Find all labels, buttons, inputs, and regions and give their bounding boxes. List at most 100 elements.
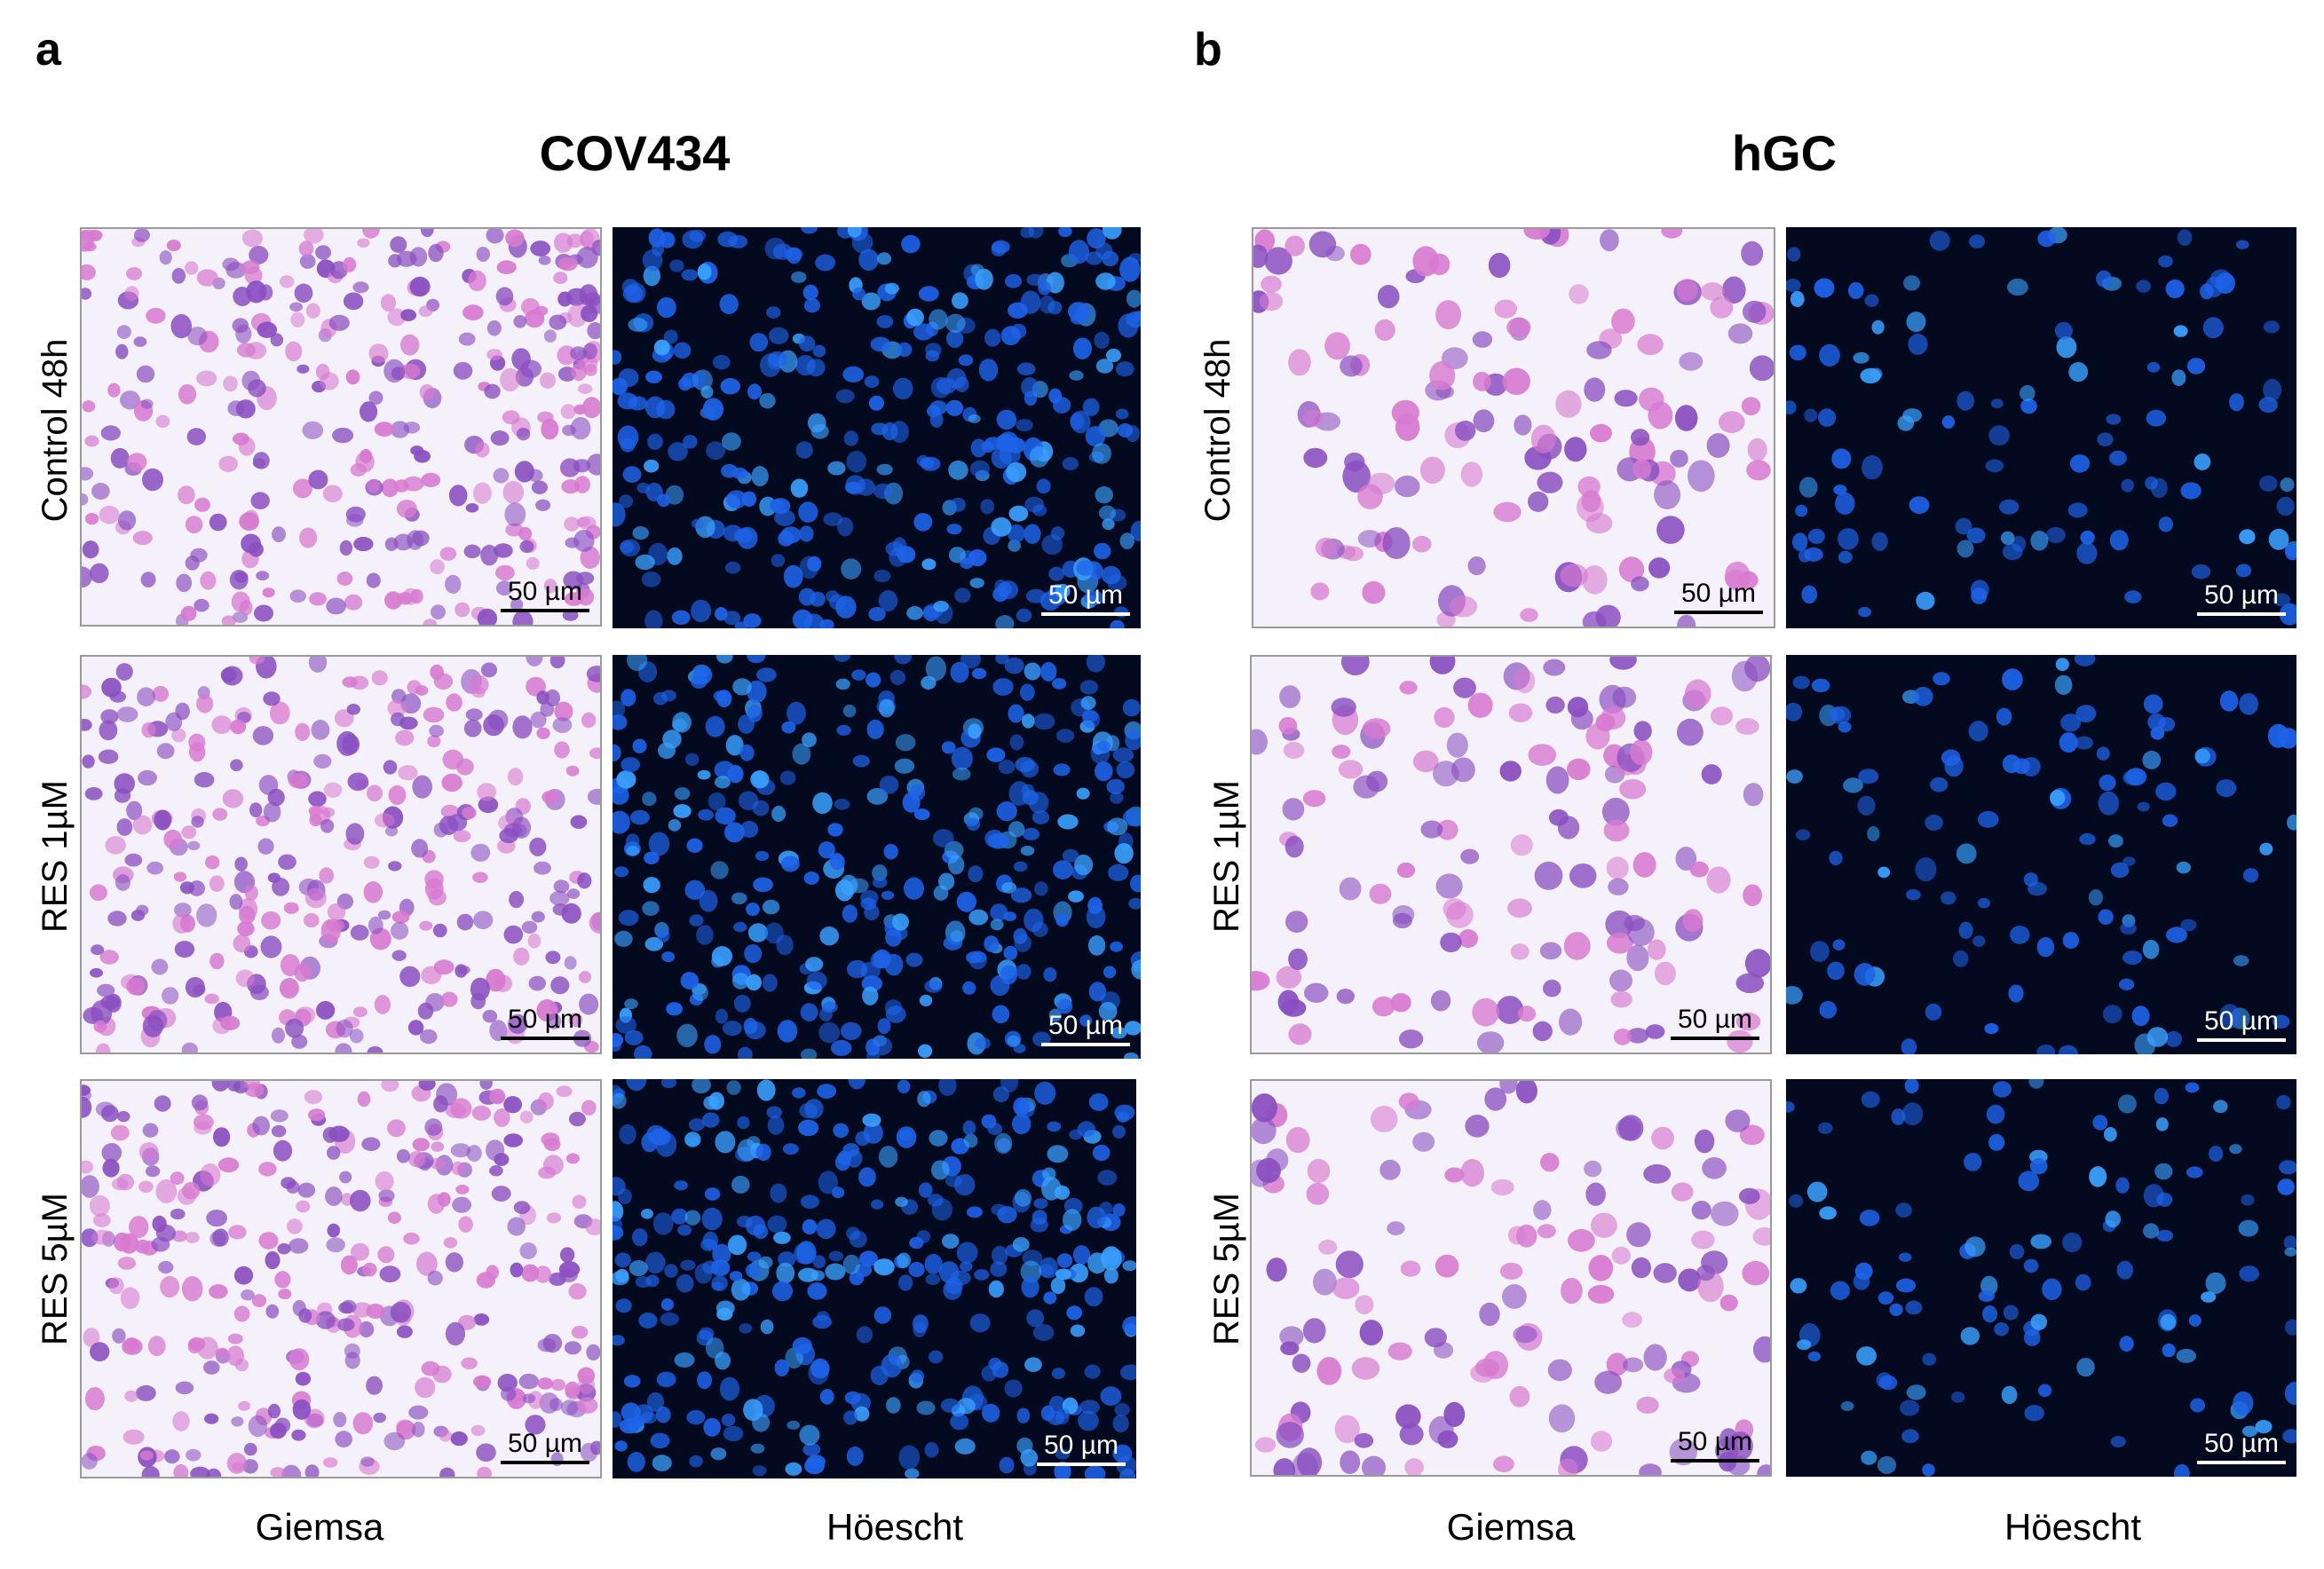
cell-nucleus (1068, 890, 1084, 903)
cell-nucleus (222, 789, 244, 808)
cell-nucleus (1032, 1324, 1055, 1341)
cell-nucleus (1631, 576, 1649, 592)
cell-nucleus (895, 1196, 908, 1208)
cell-nucleus (123, 1429, 145, 1445)
cell-nucleus (2146, 361, 2161, 373)
cell-nucleus (479, 1081, 493, 1090)
cell-nucleus (374, 813, 395, 828)
cell-nucleus (576, 516, 590, 527)
cell-nucleus (1906, 889, 1921, 901)
cell-nucleus (2118, 1094, 2137, 1114)
cell-nucleus (1095, 272, 1116, 290)
cell-nucleus (1095, 486, 1113, 504)
cell-nucleus (297, 1182, 316, 1198)
cell-nucleus (391, 911, 410, 924)
cell-nucleus (82, 1084, 91, 1096)
cell-nucleus (279, 978, 299, 999)
cell-nucleus (721, 463, 739, 478)
cell-nucleus (525, 1415, 546, 1435)
cell-nucleus (1004, 657, 1024, 674)
cell-nucleus (1488, 252, 1511, 279)
cell-nucleus (1727, 1029, 1753, 1053)
cell-nucleus (1355, 1295, 1374, 1315)
cell-nucleus (1499, 761, 1522, 782)
cell-nucleus (968, 807, 984, 821)
cell-nucleus (107, 382, 121, 398)
cell-nucleus (1861, 1091, 1880, 1108)
cell-nucleus (499, 828, 518, 844)
cell-nucleus (736, 1215, 753, 1228)
cell-nucleus (801, 227, 818, 234)
cell-nucleus (1817, 408, 1837, 427)
cell-nucleus (212, 1017, 232, 1035)
cell-nucleus (613, 810, 630, 834)
scale-bar-label: 50 µm (508, 1005, 582, 1034)
cell-nucleus (746, 903, 760, 917)
cell-nucleus (579, 284, 598, 306)
cell-nucleus (178, 384, 197, 405)
cell-nucleus (439, 816, 459, 835)
cell-nucleus (699, 889, 718, 912)
cell-nucleus (2241, 1194, 2255, 1206)
cell-nucleus (238, 437, 256, 456)
cell-nucleus (476, 1272, 496, 1289)
cell-nucleus (1066, 1305, 1083, 1321)
cell-nucleus (112, 1328, 126, 1344)
cell-nucleus (407, 1020, 424, 1036)
cell-nucleus (424, 870, 444, 889)
cell-nucleus (513, 947, 530, 966)
cell-nucleus (1639, 1463, 1662, 1475)
cell-nucleus (738, 1046, 753, 1059)
cell-nucleus (411, 1422, 425, 1438)
panel-letter-b: b (1194, 24, 1222, 75)
cell-nucleus (1560, 564, 1589, 587)
giemsa-image-hgc-res1: 50 µm (1250, 655, 1772, 1054)
cell-nucleus (82, 684, 91, 699)
cell-nucleus (902, 792, 921, 813)
cell-nucleus (1829, 850, 1843, 866)
cell-nucleus (421, 472, 441, 487)
cell-nucleus (589, 911, 600, 934)
cell-nucleus (918, 1044, 933, 1058)
cell-nucleus (243, 1442, 257, 1456)
cell-nucleus (480, 544, 499, 566)
cell-nucleus (614, 866, 629, 878)
cell-nucleus (759, 393, 776, 409)
cell-nucleus (92, 1213, 111, 1227)
cell-nucleus (948, 460, 968, 480)
cell-nucleus (582, 343, 597, 359)
cell-nucleus (1332, 745, 1351, 759)
cell-nucleus (277, 1242, 291, 1255)
cell-nucleus (536, 690, 549, 705)
cell-nucleus (745, 1263, 761, 1278)
cell-nucleus (1470, 1363, 1496, 1383)
cell-nucleus (200, 571, 217, 590)
cell-nucleus (1130, 874, 1141, 893)
cell-nucleus (924, 1442, 939, 1458)
cell-nucleus (726, 1080, 741, 1095)
cell-nucleus (573, 529, 595, 552)
cell-nucleus (391, 950, 407, 961)
cell-nucleus (1559, 1008, 1583, 1036)
cell-nucleus (849, 1270, 865, 1286)
cell-nucleus (613, 1033, 624, 1047)
cell-nucleus (114, 773, 135, 794)
cell-nucleus (2143, 1223, 2160, 1239)
cell-nucleus (2023, 1258, 2039, 1273)
cell-nucleus (615, 1298, 632, 1313)
cell-nucleus (871, 422, 889, 436)
cell-nucleus (1055, 583, 1071, 599)
cell-nucleus (579, 993, 599, 1015)
cell-nucleus (1514, 414, 1532, 436)
cell-nucleus (1292, 1452, 1318, 1475)
cell-nucleus (545, 950, 561, 965)
cell-nucleus (1094, 331, 1110, 349)
cell-nucleus (618, 910, 639, 926)
cell-nucleus (430, 559, 445, 575)
cell-nucleus (263, 691, 281, 706)
cell-nucleus (2263, 320, 2280, 334)
cell-nucleus (1530, 424, 1556, 453)
cell-nucleus (946, 524, 962, 535)
cell-nucleus (500, 367, 520, 392)
cell-nucleus (209, 875, 225, 892)
